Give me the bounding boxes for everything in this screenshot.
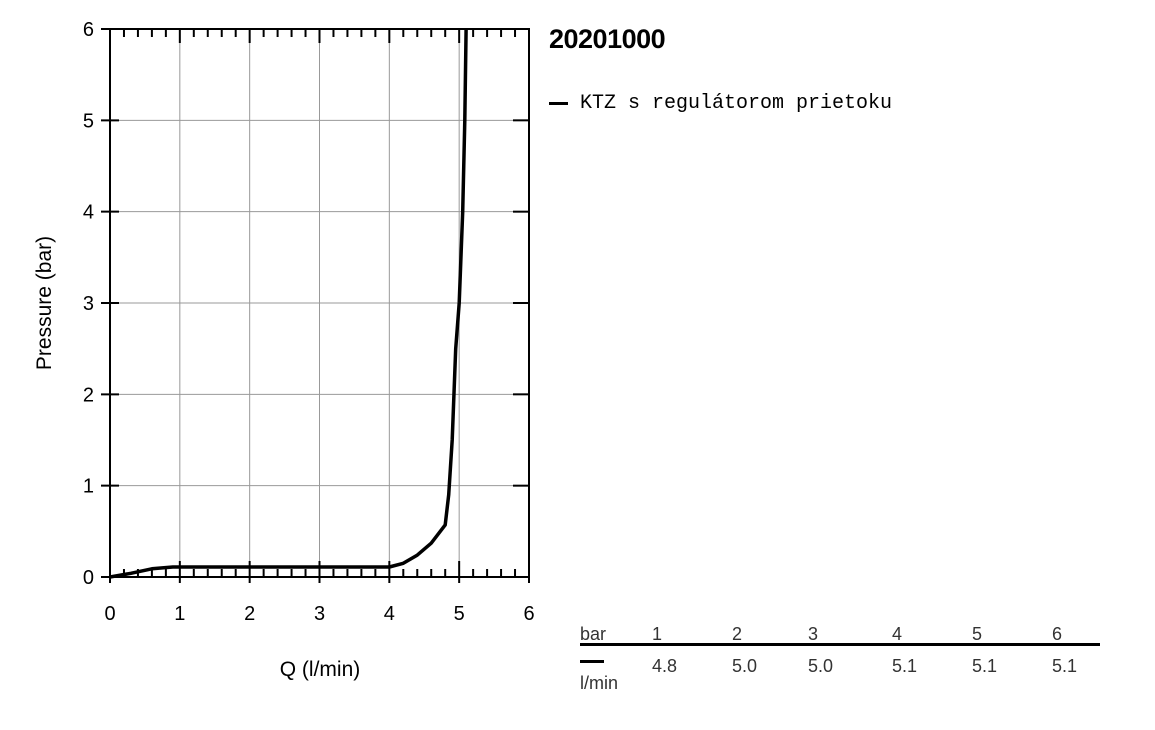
x-axis-label: Q (l/min) <box>280 658 361 681</box>
y-tick-label: 1 <box>83 476 94 498</box>
table-cell: 5.1 <box>892 656 918 676</box>
table-header-row: bar 1 2 3 4 5 6 <box>580 620 1100 646</box>
table-header-cell: 3 <box>808 624 819 644</box>
y-tick-label: 0 <box>83 567 94 589</box>
series-line-ktz <box>109 28 468 579</box>
x-tick-label: 0 <box>104 603 115 625</box>
table-header-cell: 6 <box>1052 624 1063 644</box>
x-tick-label: 3 <box>314 603 325 625</box>
table-row-unit: l/min <box>580 673 619 693</box>
tick-labels: 0 1 2 3 4 5 6 0 1 2 3 4 5 6 <box>83 19 535 625</box>
table-row-swatch <box>580 660 604 663</box>
table-cell: 5.1 <box>972 656 998 676</box>
y-axis-label: Pressure (bar) <box>33 236 56 370</box>
chart-title: 20201000 <box>549 24 666 54</box>
table-header-cell: 1 <box>652 624 663 644</box>
table-data-row: 4.8 5.0 5.0 5.1 5.1 5.1 <box>580 652 1100 678</box>
table-cell: 5.0 <box>732 656 758 676</box>
table-header-cell: 5 <box>972 624 983 644</box>
legend-swatch <box>549 101 568 105</box>
x-tick-label: 1 <box>174 603 185 625</box>
x-tick-label: 5 <box>454 603 465 625</box>
table-rule <box>580 643 1100 646</box>
x-tick-label: 6 <box>523 603 534 625</box>
table-header-cell: 2 <box>732 624 743 644</box>
table-cell: 5.1 <box>1052 656 1078 676</box>
x-tick-label: 2 <box>244 603 255 625</box>
y-tick-label: 6 <box>83 19 94 41</box>
y-tick-label: 3 <box>83 293 94 315</box>
y-tick-label: 2 <box>83 384 94 406</box>
table-cell: 4.8 <box>652 656 678 676</box>
flow-table: bar 1 2 3 4 5 6 4.8 5.0 5.0 5.1 5.1 5.1 <box>580 620 1100 678</box>
x-tick-label: 4 <box>384 603 395 625</box>
table-header-cell: 4 <box>892 624 903 644</box>
y-tick-label: 4 <box>83 202 94 224</box>
table-header-unit: bar <box>580 624 607 644</box>
legend: KTZ s regulátorom prietoku <box>549 90 892 116</box>
legend-label: KTZ s regulátorom prietoku <box>580 91 893 115</box>
y-tick-label: 5 <box>83 110 94 132</box>
table-cell: 5.0 <box>808 656 834 676</box>
